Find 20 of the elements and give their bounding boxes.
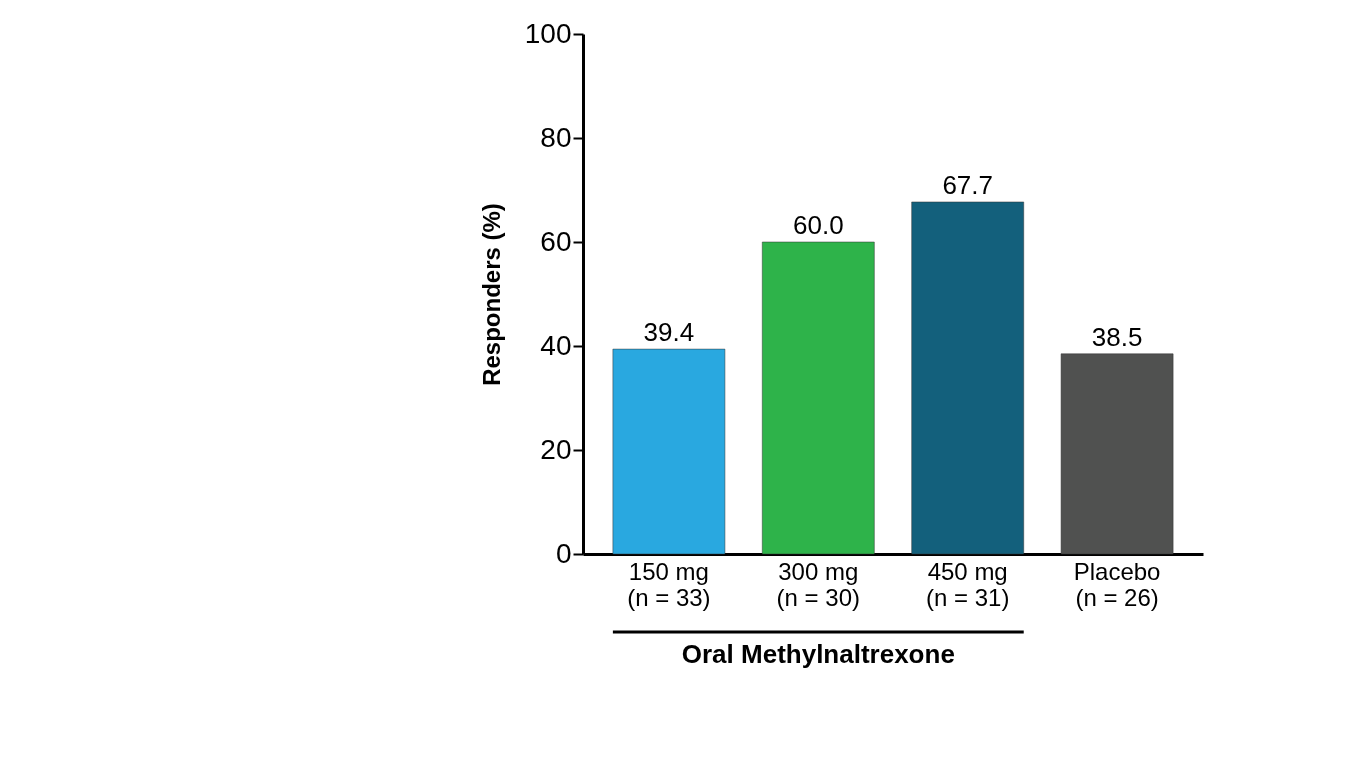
y-tick-label: 20 — [540, 433, 572, 465]
bar — [911, 201, 1024, 555]
data-label: 39.4 — [643, 317, 695, 348]
bar — [1060, 353, 1174, 555]
x-tick-label: 300 mg (n = 30) — [776, 557, 860, 611]
x-tick-label: Placebo (n = 26) — [1073, 557, 1161, 611]
text: Oral Methylnaltrexone — [681, 639, 955, 669]
y-axis-title: Responders (%) — [477, 203, 505, 386]
y-tick-label: 0 — [555, 537, 572, 569]
x-tick-label: 150 mg (n = 33) — [627, 557, 711, 611]
bar — [762, 241, 875, 555]
y-tick-label: 100 — [524, 17, 572, 49]
x-tick-label: 450 mg (n = 31) — [926, 557, 1010, 611]
bar — [612, 348, 726, 555]
y-tick-label: 40 — [540, 329, 572, 361]
data-label: 60.0 — [793, 210, 844, 240]
y-tick-label: 60 — [540, 225, 572, 257]
data-label: 67.7 — [942, 169, 993, 200]
data-label: 38.5 — [1091, 321, 1143, 352]
y-tick-label: 80 — [540, 121, 572, 153]
